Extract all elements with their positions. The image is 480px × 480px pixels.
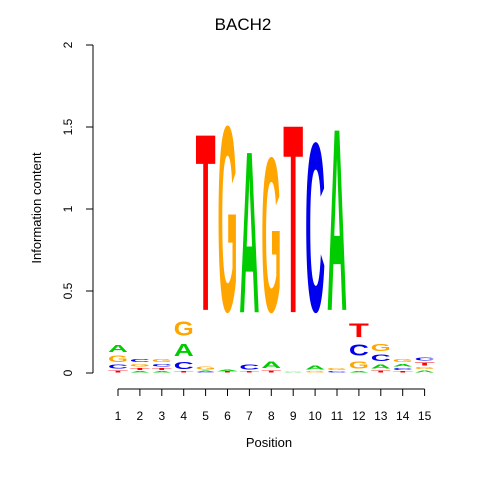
logo-letter-G-pos-6: G <box>218 71 238 367</box>
logo-letter-G-pos-12: G <box>349 359 369 371</box>
logo-letter-C-pos-7: C <box>239 364 260 372</box>
logo-letter-C-pos-2: C <box>130 358 150 363</box>
logo-letter-C-pos-13: C <box>371 354 391 364</box>
logo-letter-T-pos-14: T <box>393 371 413 373</box>
logo-letter-A-pos-4: A <box>174 340 194 360</box>
logo-letter-G-pos-14: G <box>393 358 413 363</box>
logo-letter-A-pos-5: A <box>196 371 216 373</box>
logo-letter-C-pos-4: C <box>174 360 194 371</box>
logo-letter-A-pos-1: A <box>108 343 128 354</box>
y-tick-label: 2 <box>61 41 75 48</box>
logo-letter-A-pos-10: A <box>305 364 325 370</box>
logo-letter-C-pos-10: C <box>305 93 325 363</box>
y-tick-label: 1.5 <box>61 118 75 135</box>
logo-letter-A-pos-13: A <box>371 363 391 369</box>
logo-letter-C-pos-5: C <box>196 372 216 373</box>
logo-letter-G-pos-2: G <box>130 363 150 367</box>
logo-letter-G-pos-13: G <box>371 342 391 354</box>
x-tick-label: 10 <box>308 409 322 423</box>
logo-letter-C-pos-12: C <box>349 341 369 359</box>
x-tick-label: 6 <box>224 409 231 423</box>
logo-letter-G-pos-4: G <box>174 317 194 340</box>
logo-letter-G-pos-5: G <box>196 366 216 371</box>
x-tick-label: 15 <box>418 409 432 423</box>
logo-letter-G-pos-1: G <box>108 355 128 365</box>
logo-letter-A-pos-8: A <box>261 360 281 370</box>
logo-letter-A-pos-6: A <box>218 369 238 371</box>
logo-letter-A-pos-15: A <box>415 370 435 373</box>
logo-letter-A-pos-7: A <box>239 103 259 361</box>
logo-letter-T-pos-5: T <box>196 81 216 364</box>
x-axis: 1 2 3 4 5 6 7 8 9 10 11 12 13 14 15 <box>115 388 432 423</box>
logo-letter-C-pos-15: C <box>415 357 435 362</box>
logo-letter-T-pos-12: T <box>349 320 370 341</box>
x-tick-label: 7 <box>246 409 253 423</box>
y-tick-label: 1 <box>61 205 75 212</box>
logo-letter-T-pos-8: T <box>261 370 281 373</box>
x-tick-label: 1 <box>115 409 122 423</box>
logo-letter-T-pos-7: T <box>239 371 259 373</box>
logo-letter-A-pos-12: A <box>349 371 369 373</box>
x-axis-label: Position <box>246 435 292 450</box>
chart-title: BACH2 <box>215 15 272 34</box>
x-tick-label: 13 <box>374 409 388 423</box>
x-tick-label: 12 <box>352 409 366 423</box>
x-tick-label: 8 <box>268 409 275 423</box>
y-tick-label: 0.5 <box>61 282 75 299</box>
x-tick-label: 14 <box>396 409 410 423</box>
logo-letter-G-pos-8: G <box>261 113 281 359</box>
logo-letter-A-pos-9: A <box>283 372 303 373</box>
y-axis-label: Information content <box>29 152 44 264</box>
y-tick-label: 0 <box>61 369 75 376</box>
logo-letter-T-pos-15: T <box>415 362 436 367</box>
logo-letter-C-pos-14: C <box>393 367 413 370</box>
logo-letter-G-pos-10: G <box>305 370 325 373</box>
logo-letter-G-pos-3: G <box>152 358 172 363</box>
x-tick-label: 11 <box>331 409 344 423</box>
x-tick-label: 9 <box>290 409 297 423</box>
x-tick-label: 5 <box>202 409 209 423</box>
logo-letter-C-pos-1: C <box>108 364 128 370</box>
logo-letter-C-pos-11: C <box>327 371 347 373</box>
logo-letter-T-pos-9: T <box>283 68 303 370</box>
logo-glyphs: TCGAATGCATCGTCAGCAGTTAGTCATAGAGTGACCGAAG… <box>108 68 436 373</box>
logo-letter-G-pos-15: G <box>415 366 435 369</box>
x-tick-label: 4 <box>180 409 187 423</box>
logo-letter-T-pos-2: T <box>130 367 150 370</box>
x-tick-label: 2 <box>137 409 144 423</box>
logo-letter-T-pos-3: T <box>152 367 172 370</box>
logo-letter-T-pos-6: T <box>218 371 238 373</box>
logo-letter-A-pos-2: A <box>130 371 150 373</box>
logo-letter-T-pos-4: T <box>174 371 194 373</box>
logo-letter-A-pos-3: A <box>152 371 172 373</box>
x-tick-label: 3 <box>158 409 165 423</box>
logo-letter-A-pos-11: A <box>327 75 347 366</box>
logo-letter-G-pos-9: G <box>283 371 303 372</box>
logo-letter-A-pos-14: A <box>393 363 413 367</box>
logo-letter-G-pos-11: G <box>327 367 347 370</box>
logo-letter-T-pos-13: T <box>371 370 391 373</box>
logo-letter-C-pos-3: C <box>152 363 172 367</box>
y-axis: 0 0.5 1 1.5 2 <box>61 41 94 376</box>
logo-letter-T-pos-1: T <box>108 370 128 373</box>
